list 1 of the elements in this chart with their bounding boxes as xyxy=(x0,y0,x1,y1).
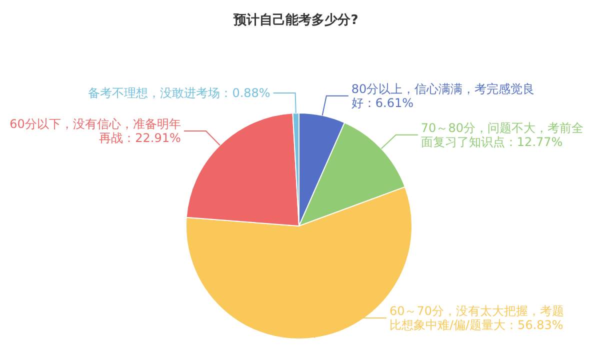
title: 预计自己能考多少分? xyxy=(234,13,358,28)
